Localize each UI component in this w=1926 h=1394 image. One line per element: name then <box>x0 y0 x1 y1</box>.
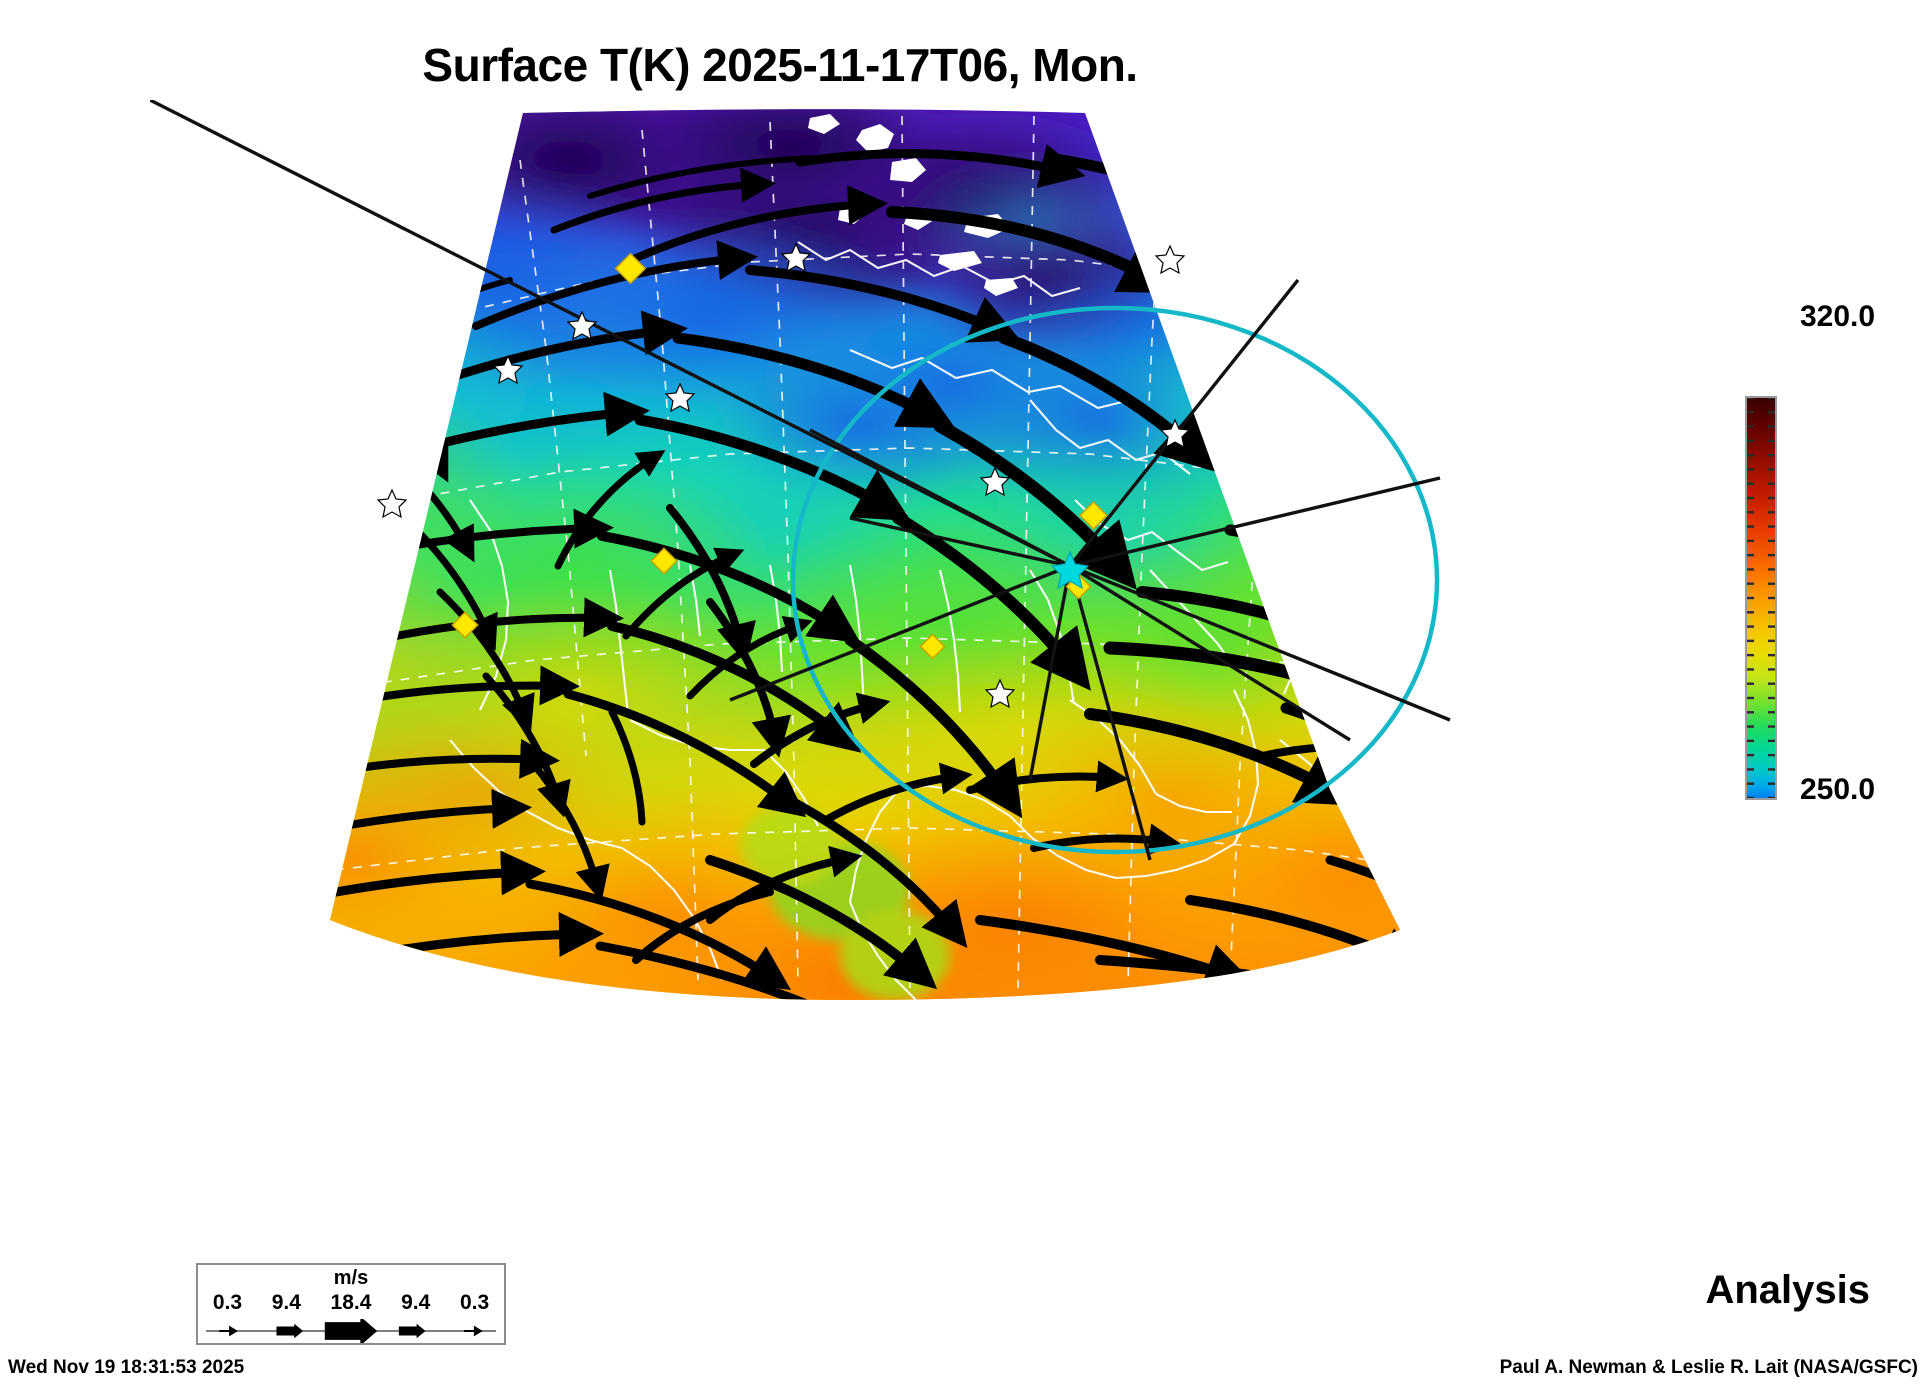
colorbar[interactable] <box>1745 396 1777 800</box>
colorbar-gradient <box>1747 398 1775 798</box>
range-ring <box>790 305 1440 855</box>
wind-legend-value-1: 9.4 <box>271 1291 301 1314</box>
wind-legend-value-3: 9.4 <box>401 1291 431 1314</box>
page-title: Surface T(K) 2025-11-17T06, Mon. <box>422 39 1138 91</box>
marker-cyan-star[interactable] <box>1050 550 1090 590</box>
render-timestamp: Wed Nov 19 18:31:53 2025 <box>8 1357 245 1378</box>
map-panel[interactable] <box>150 100 1570 1010</box>
radial-lines <box>150 100 1451 861</box>
analysis-label: Analysis <box>1705 1268 1870 1312</box>
station-markers[interactable] <box>376 242 1191 709</box>
wind-legend-unit: m/s <box>333 1267 369 1289</box>
wind-legend-value-2: 18.4 <box>330 1291 372 1314</box>
wind-speed-legend: m/s 0.3 9.4 18.4 9.4 0.3 <box>196 1263 506 1345</box>
temperature-field <box>330 109 1400 1000</box>
wind-legend-value-4: 0.3 <box>459 1291 490 1314</box>
colorbar-min-label: 250.0 <box>1800 773 1876 806</box>
colorbar-max-label: 320.0 <box>1800 300 1876 333</box>
wind-legend-value-0: 0.3 <box>212 1291 243 1314</box>
wind-legend-arrows <box>205 1319 497 1343</box>
range-ring-overlay <box>150 100 1451 861</box>
wind-legend-values: 0.3 9.4 18.4 9.4 0.3 <box>198 1291 504 1315</box>
marker-white-star[interactable] <box>376 242 1191 709</box>
author-credit: Paul A. Newman & Leslie R. Lait (NASA/GS… <box>1499 1357 1918 1378</box>
